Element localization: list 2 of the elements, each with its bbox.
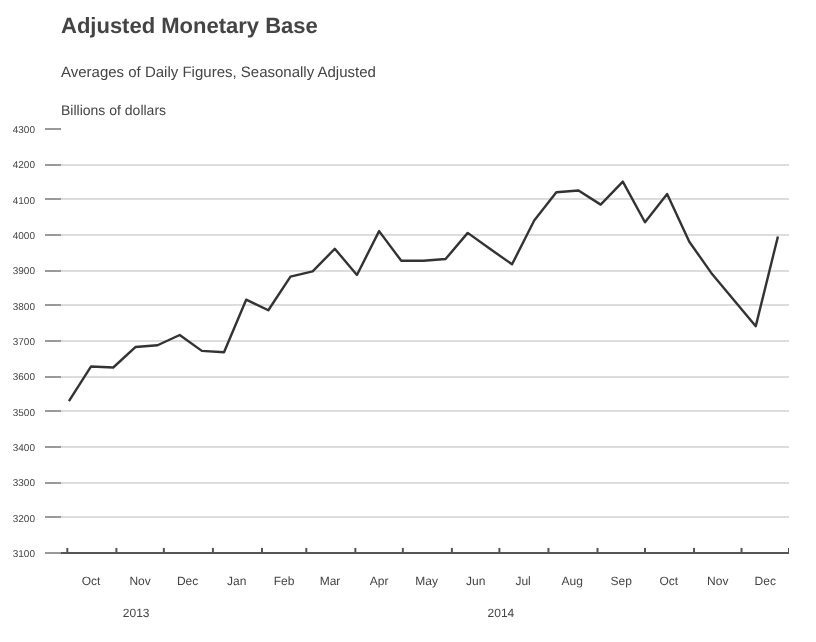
chart-title: Adjusted Monetary Base <box>61 15 318 39</box>
line-series <box>67 180 780 403</box>
